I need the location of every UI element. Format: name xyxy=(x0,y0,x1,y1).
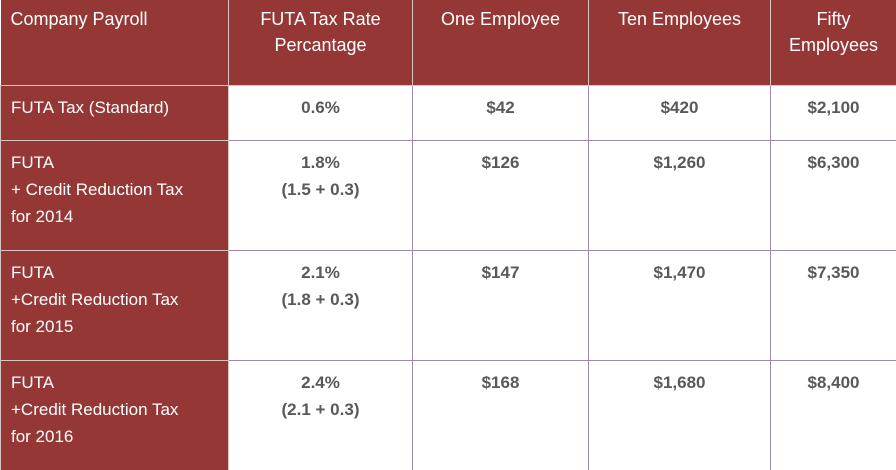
cell-text: + Credit Reduction Tax xyxy=(11,179,184,199)
cell-text: FUTA xyxy=(11,262,55,282)
table-row: FUTA +Credit Reduction Tax for 2016 2.4% (2.… xyxy=(0,359,896,470)
header-cell: FUTA Tax Rate Percantage xyxy=(228,0,413,86)
cell-text: 0.6% xyxy=(301,97,340,117)
cell-text: +Credit Reduction Tax xyxy=(11,399,179,419)
cell-text: 2.4% xyxy=(301,372,340,392)
value-cell: $126 xyxy=(412,139,589,251)
cell-text: for 2014 xyxy=(11,206,74,226)
cell-text: for 2015 xyxy=(11,316,74,336)
cell-text: (1.5 + 0.3) xyxy=(281,179,360,199)
cell-text: $7,350 xyxy=(807,262,860,282)
cell-text: $1,680 xyxy=(653,372,706,392)
cell-text: $420 xyxy=(660,97,699,117)
cell-text: (1.8 + 0.3) xyxy=(281,289,360,309)
value-cell: $1,260 xyxy=(588,139,771,251)
value-cell: $8,400 xyxy=(770,359,896,470)
value-cell: $168 xyxy=(412,359,589,470)
value-cell: 1.8% (1.5 + 0.3) xyxy=(228,139,413,251)
cell-text: FUTA xyxy=(11,152,55,172)
row-label-cell: FUTA + Credit Reduction Tax for 2014 xyxy=(0,139,229,251)
cell-text: $126 xyxy=(481,152,520,172)
value-cell: $2,100 xyxy=(770,84,896,141)
value-cell: $6,300 xyxy=(770,139,896,251)
cell-text: $147 xyxy=(481,262,520,282)
cell-text: $8,400 xyxy=(807,372,860,392)
header-cell: One Employee xyxy=(412,0,589,86)
value-cell: $420 xyxy=(588,84,771,141)
cell-text: $6,300 xyxy=(807,152,860,172)
value-cell: $1,680 xyxy=(588,359,771,470)
cell-text: FUTA Tax (Standard) xyxy=(11,97,170,117)
table-row: FUTA Tax (Standard) 0.6% $42 $420 $2,100 xyxy=(0,84,896,141)
cell-text: 2.1% xyxy=(301,262,340,282)
cell-text: $168 xyxy=(481,372,520,392)
table-row: FUTA + Credit Reduction Tax for 2014 1.8% (1… xyxy=(0,139,896,251)
cell-text: FUTA xyxy=(11,372,55,392)
cell-text: $42 xyxy=(486,97,515,117)
header-cell: Company Payroll xyxy=(0,0,229,86)
cell-text: $1,260 xyxy=(653,152,706,172)
header-cell: Fifty Employees xyxy=(770,0,896,86)
header-row: Company Payroll FUTA Tax Rate Percantage O… xyxy=(0,0,896,86)
row-label-cell: FUTA +Credit Reduction Tax for 2015 xyxy=(0,249,229,361)
cell-text: +Credit Reduction Tax xyxy=(11,289,179,309)
row-label-cell: FUTA +Credit Reduction Tax for 2016 xyxy=(0,359,229,470)
value-cell: $147 xyxy=(412,249,589,361)
cell-text: for 2016 xyxy=(11,426,74,446)
value-cell: 2.1% (1.8 + 0.3) xyxy=(228,249,413,361)
header-cell: Ten Employees xyxy=(588,0,771,86)
value-cell: 2.4% (2.1 + 0.3) xyxy=(228,359,413,470)
value-cell: $1,470 xyxy=(588,249,771,361)
value-cell: $42 xyxy=(412,84,589,141)
cell-text: $1,470 xyxy=(653,262,706,282)
cell-text: $2,100 xyxy=(807,97,860,117)
value-cell: $7,350 xyxy=(770,249,896,361)
table-row: FUTA +Credit Reduction Tax for 2015 2.1% (1.… xyxy=(0,249,896,361)
cell-text: 1.8% xyxy=(301,152,340,172)
value-cell: 0.6% xyxy=(228,84,413,141)
cell-text: (2.1 + 0.3) xyxy=(281,399,360,419)
row-label-cell: FUTA Tax (Standard) xyxy=(0,84,229,141)
